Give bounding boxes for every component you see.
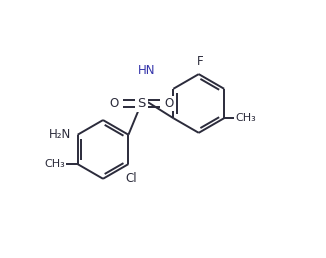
Text: Cl: Cl (125, 172, 137, 185)
Text: F: F (197, 55, 203, 68)
Text: H₂N: H₂N (49, 128, 71, 141)
Text: HN: HN (138, 64, 155, 77)
Text: O: O (164, 97, 173, 110)
Text: CH₃: CH₃ (44, 159, 65, 169)
Text: O: O (109, 97, 118, 110)
Text: S: S (137, 97, 145, 110)
Text: CH₃: CH₃ (236, 113, 256, 123)
